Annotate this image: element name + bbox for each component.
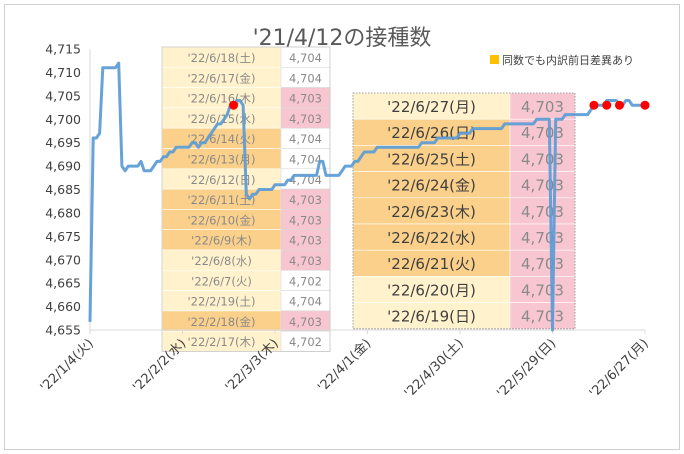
table-right-date: '22/6/19(日) — [387, 308, 476, 326]
table-right-value: 4,703 — [521, 229, 564, 247]
table-left-value: 4,704 — [289, 51, 322, 65]
table-right-value-cell — [509, 145, 576, 172]
table-right-date: '22/6/23(木) — [387, 203, 476, 221]
table-left-value: 4,703 — [289, 92, 322, 106]
table-left-date: '22/6/11(土) — [188, 193, 256, 207]
table-right-value-cell — [509, 276, 576, 303]
table-left-date: '22/6/12(日) — [188, 173, 256, 187]
table-right-value-cell — [509, 171, 576, 199]
table-right-date: '22/6/27(月) — [387, 98, 476, 116]
table-left-value: 4,703 — [289, 193, 322, 207]
legend-swatch — [490, 55, 499, 64]
table-right-value: 4,703 — [521, 255, 564, 273]
table-left-date: '22/6/7(火) — [191, 274, 252, 288]
table-right-date: '22/6/24(金) — [387, 177, 476, 195]
marker-point — [229, 100, 239, 110]
y-tick-label: 4,685 — [45, 182, 81, 197]
marker-point — [640, 100, 650, 110]
table-right-value: 4,703 — [521, 281, 564, 299]
y-tick-label: 4,695 — [45, 135, 81, 150]
y-tick-label: 4,715 — [45, 42, 81, 57]
y-tick-label: 4,705 — [45, 88, 81, 103]
table-right-value: 4,703 — [521, 203, 564, 221]
x-tick-labels: '22/1/4(火) '22/2/2(水) '22/3/3(木) '22/4/1(金)… — [38, 330, 652, 401]
y-tick-label: 4,665 — [45, 276, 81, 291]
table-left-date: '22/6/15(水) — [188, 112, 256, 126]
table-left-date: '22/6/10(金) — [188, 213, 256, 227]
table-left-value: 4,703 — [289, 112, 322, 126]
table-right-value-cell — [509, 249, 576, 277]
table-left-date: '22/6/8(水) — [191, 254, 252, 268]
table-left-date: '22/6/17(金) — [188, 71, 256, 85]
table-left-value: 4,702 — [289, 274, 322, 288]
x-tick-label: '22/6/27(月) — [587, 336, 652, 401]
overlay-tables: '22/6/18(土) 4,704 '22/6/17(金) 4,704 '22/6/16… — [161, 46, 576, 352]
table-right-value-cell — [509, 223, 576, 251]
table-left-date: '22/2/19(土) — [188, 295, 256, 309]
table-left-date: '22/2/17(木) — [188, 335, 256, 349]
table-left-value: 4,704 — [289, 295, 322, 309]
legend-label: 同数でも内訳前日差異あり — [502, 53, 634, 67]
table-right-value: 4,703 — [521, 98, 564, 116]
table-right-value: 4,703 — [521, 124, 564, 142]
table-left-value: 4,704 — [289, 153, 322, 167]
table-right-date: '22/6/21(火) — [387, 255, 476, 273]
y-tick-label: 4,660 — [45, 299, 81, 314]
table-left-date: '22/6/16(木) — [188, 92, 256, 106]
table-right-border — [352, 92, 576, 330]
x-tick-label: '22/1/4(火) — [38, 336, 97, 395]
table-right-value: 4,703 — [521, 177, 564, 195]
series-lines — [88, 61, 647, 332]
table-right-date: '22/6/25(土) — [387, 150, 476, 168]
chart-title: '21/4/12の接種数 — [253, 26, 432, 51]
table-left-value: 4,703 — [289, 315, 322, 329]
table-left-value: 4,702 — [289, 335, 322, 349]
table-right-value: 4,703 — [521, 308, 564, 326]
series-line — [88, 61, 647, 332]
y-tick-label: 4,680 — [45, 205, 81, 220]
x-tick-label: '22/2/2(水) — [130, 336, 189, 395]
marker-point — [589, 100, 599, 110]
table-right-date-cell — [352, 92, 511, 120]
table-right-date-cell — [352, 276, 511, 303]
marker-points — [229, 100, 650, 110]
table-left-date: '22/6/9(木) — [191, 234, 252, 248]
table-left-border — [161, 46, 331, 352]
chart: '22/6/18(土) 4,704 '22/6/17(金) 4,704 '22/6/16… — [38, 26, 652, 401]
y-tick-label: 4,675 — [45, 229, 81, 244]
table-left-value: 4,703 — [289, 213, 322, 227]
table-left-value: 4,703 — [289, 234, 322, 248]
table-left-value: 4,703 — [289, 254, 322, 268]
marker-point — [614, 100, 624, 110]
table-right-date-cell — [352, 197, 511, 225]
legend: 同数でも内訳前日差異あり — [490, 53, 634, 67]
y-tick-label: 4,655 — [45, 323, 81, 338]
chart-frame: '22/6/18(土) 4,704 '22/6/17(金) 4,704 '22/6/16… — [4, 4, 680, 450]
table-left-date: '22/6/18(土) — [188, 51, 256, 65]
table-right-value: 4,703 — [521, 150, 564, 168]
table-left-value: 4,704 — [289, 132, 322, 146]
marker-point — [602, 100, 612, 110]
x-tick-label: '22/5/29(日) — [494, 336, 559, 401]
table-right-date: '22/6/20(月) — [387, 281, 476, 299]
table-right-date: '22/6/22(水) — [387, 229, 476, 247]
y-tick-label: 4,690 — [45, 159, 81, 174]
y-tick-label: 4,700 — [45, 112, 81, 127]
table-left-value: 4,704 — [289, 71, 322, 85]
table-right-date-cell — [352, 302, 511, 330]
y-tick-label: 4,670 — [45, 252, 81, 267]
y-tick-labels: 4,715 4,710 4,705 4,700 4,695 4,690 4,685 4,680… — [45, 42, 81, 338]
x-tick-label: '22/4/30(土) — [402, 336, 467, 401]
y-tick-label: 4,710 — [45, 65, 81, 80]
table-left-date: '22/2/18(金) — [188, 315, 256, 329]
table-left-date: '22/6/13(月) — [188, 153, 256, 167]
